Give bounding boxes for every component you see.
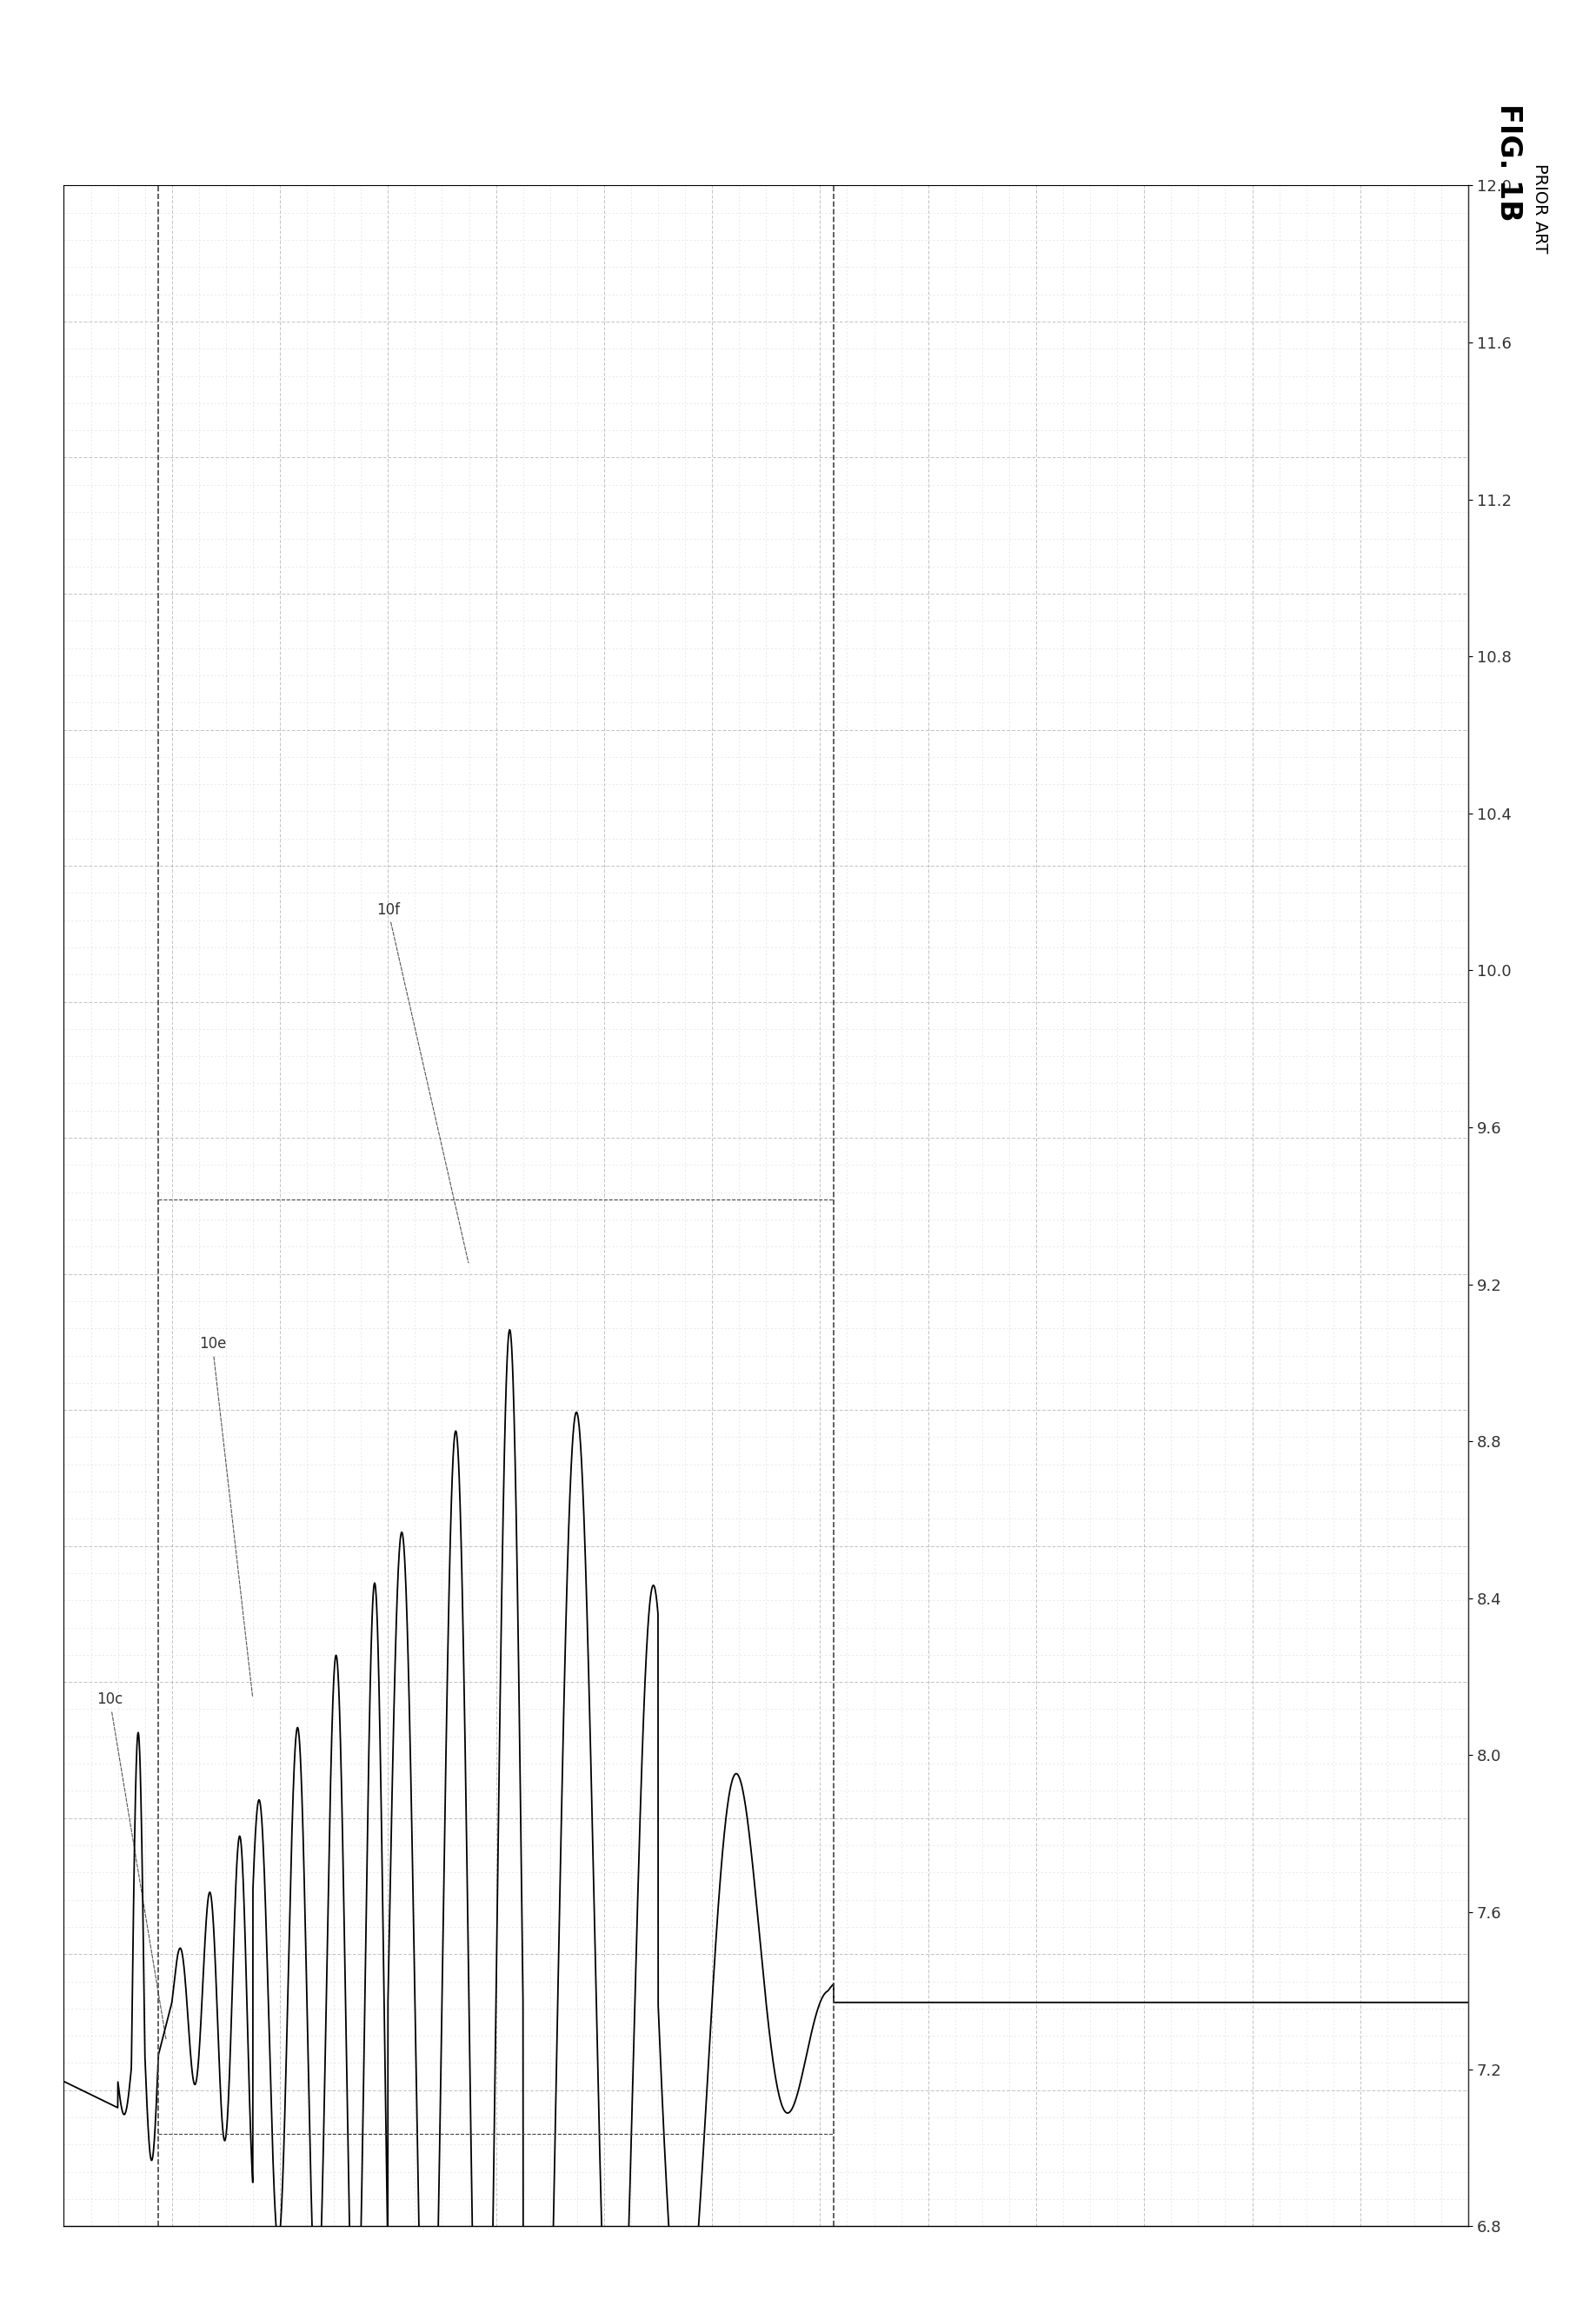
Text: PRIOR ART: PRIOR ART — [1532, 165, 1548, 253]
Text: 10e: 10e — [200, 1336, 252, 1698]
Text: 10f: 10f — [377, 902, 469, 1264]
Text: FIG. 1B: FIG. 1B — [1494, 104, 1523, 220]
Text: 10c: 10c — [97, 1693, 166, 2038]
